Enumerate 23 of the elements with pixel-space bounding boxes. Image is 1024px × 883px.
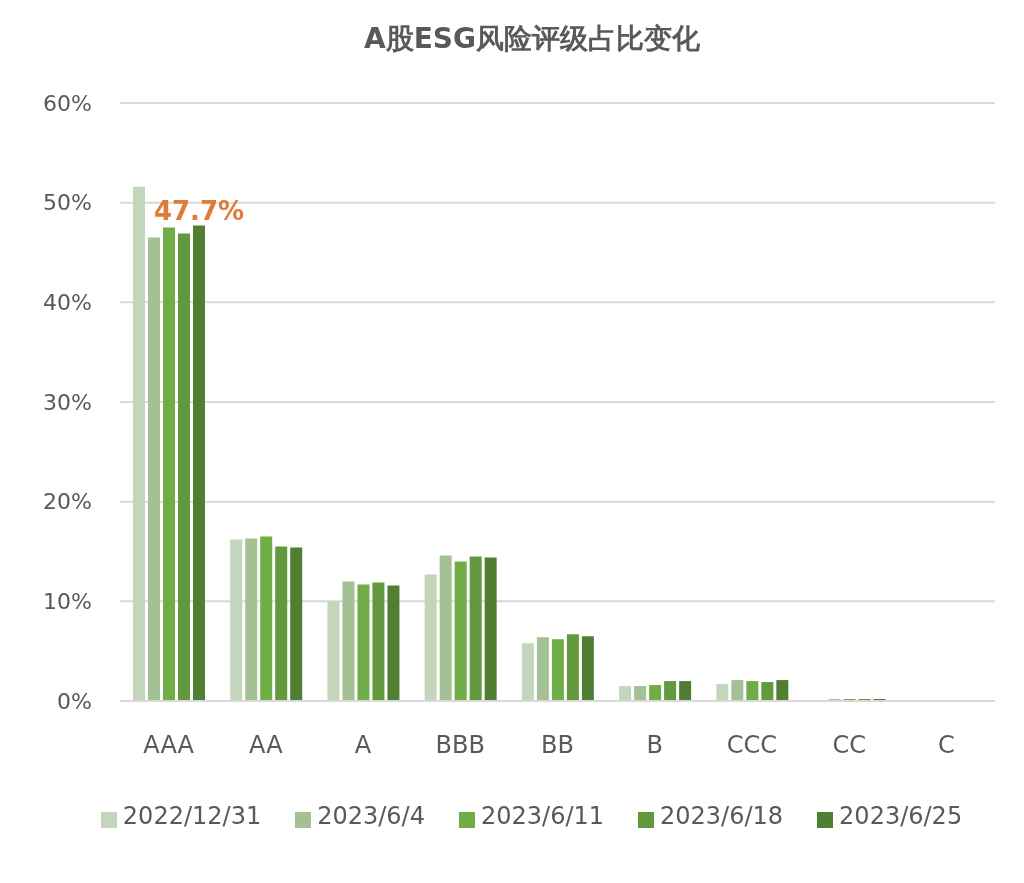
legend-label: 2023/6/25	[839, 802, 963, 830]
y-tick-label: 50%	[43, 190, 92, 216]
y-tick-label: 10%	[43, 589, 92, 615]
x-tick-label: CCC	[726, 731, 778, 760]
data-label: 47.7%	[153, 195, 245, 226]
legend-label: 2022/12/31	[122, 802, 262, 830]
x-tick-label: BBB	[435, 731, 485, 760]
y-tick-label: 60%	[43, 90, 92, 116]
x-tick-label: B	[646, 731, 663, 760]
legend-label: 2023/6/18	[660, 802, 784, 830]
chart-title: A股ESG风险评级占比变化	[363, 21, 701, 57]
x-tick-label: A	[354, 731, 372, 760]
x-tick-label: BB	[541, 731, 574, 760]
legend-label: 2023/6/4	[317, 802, 425, 830]
x-tick-label: AAA	[143, 731, 195, 760]
y-tick-label: 40%	[43, 290, 92, 316]
y-tick-label: 30%	[43, 389, 92, 415]
x-tick-label: AA	[249, 731, 284, 760]
y-tick-label: 20%	[43, 489, 92, 515]
legend-label: 2023/6/11	[480, 802, 605, 830]
x-tick-label: C	[938, 731, 955, 760]
y-tick-label: 0%	[57, 688, 92, 714]
x-tick-label: CC	[832, 731, 866, 760]
